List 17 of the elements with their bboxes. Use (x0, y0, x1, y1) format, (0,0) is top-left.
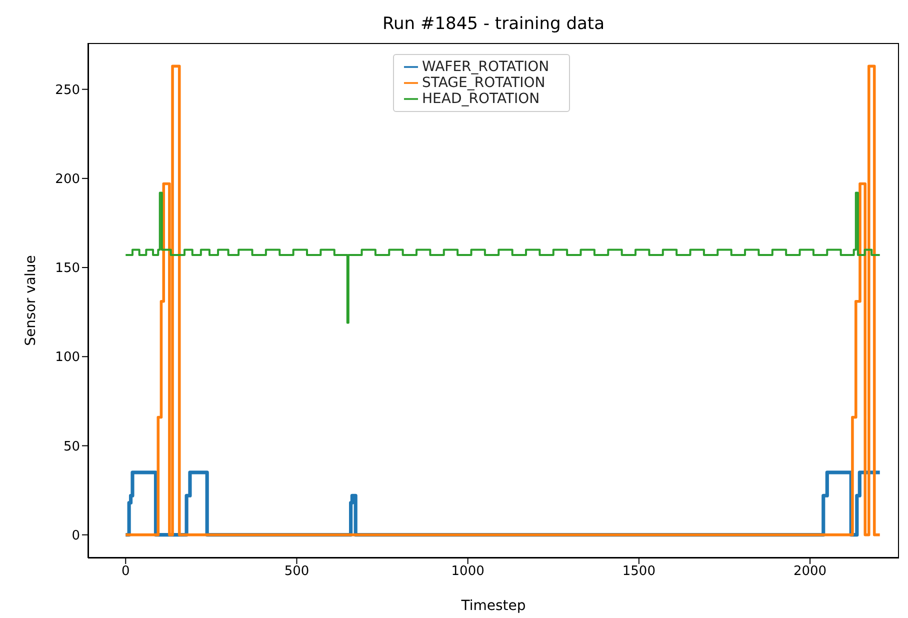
y-tick-label: 50 (63, 439, 80, 454)
legend-label: HEAD_ROTATION (422, 91, 540, 107)
legend-label: STAGE_ROTATION (422, 75, 546, 91)
x-tick-label: 500 (284, 564, 310, 580)
y-tick-label: 150 (55, 261, 80, 276)
y-tick-label: 0 (72, 528, 80, 544)
y-tick-label: 250 (55, 82, 80, 98)
x-tick-label: 1500 (622, 564, 656, 580)
x-tick-label: 1000 (451, 564, 484, 580)
y-tick-label: 200 (55, 172, 80, 188)
y-tick-label: 100 (55, 350, 80, 366)
x-tick-label: 2000 (793, 564, 827, 580)
chart-title: Run #1845 - training data (381, 14, 606, 34)
y-axis-title: Sensor value (22, 255, 39, 346)
x-tick-label: 0 (122, 564, 130, 580)
x-axis-title: Timestep (460, 598, 526, 614)
legend-label: WAFER_ROTATION (422, 59, 550, 75)
